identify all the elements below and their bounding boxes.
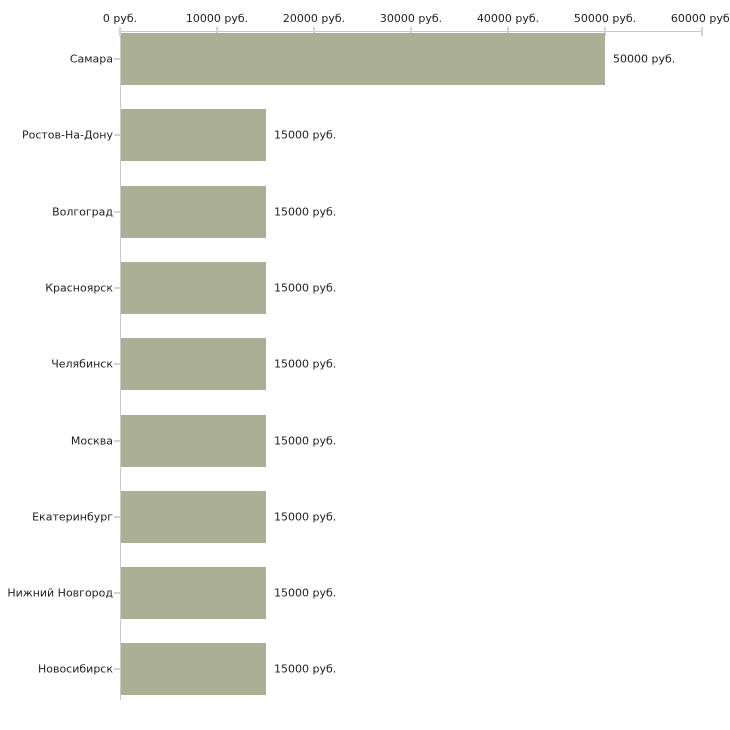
category-label: Самара (69, 52, 113, 66)
x-axis-tick-label: 30000 руб. (379, 12, 443, 25)
value-label: 15000 руб. (274, 434, 337, 447)
value-label: 15000 руб. (274, 205, 337, 219)
x-axis-tick-mark (604, 27, 606, 36)
x-axis-tick-label: 60000 руб. (670, 12, 730, 25)
category-label: Волгоград (52, 205, 113, 219)
x-axis-tick-label: 20000 руб. (282, 12, 346, 25)
value-label: 15000 руб. (274, 128, 337, 142)
category-label: Екатеринбург (32, 510, 113, 524)
bar (121, 414, 266, 467)
y-axis-tick-mark (114, 668, 120, 671)
category-label: Челябинск (51, 357, 113, 371)
y-axis-tick-mark (114, 515, 120, 518)
x-axis-tick-label: 50000 руб. (573, 12, 637, 25)
bar (121, 567, 266, 620)
bar (121, 643, 266, 696)
y-axis-tick-mark (114, 210, 120, 213)
x-axis-tick-label: 40000 руб. (476, 12, 540, 25)
x-axis-tick-mark (119, 27, 121, 36)
bar (121, 261, 266, 314)
x-axis-tick-mark (701, 27, 703, 36)
value-label: 15000 руб. (274, 357, 337, 371)
value-label: 15000 руб. (274, 281, 337, 295)
category-label: Москва (70, 434, 113, 447)
category-label: Новосибирск (37, 662, 113, 676)
x-axis-tick-mark (410, 27, 412, 36)
x-axis-tick-mark (216, 27, 218, 36)
category-label: Нижний Новгород (7, 586, 113, 600)
value-label: 15000 руб. (274, 662, 337, 676)
y-axis-line (120, 31, 121, 700)
x-axis-tick-label: 0 руб. (102, 12, 138, 25)
bar (121, 338, 266, 391)
y-axis-tick-mark (114, 592, 120, 595)
x-axis-tick-mark (507, 27, 509, 36)
y-axis-tick-mark (114, 134, 120, 137)
bar (121, 109, 266, 162)
value-label: 15000 руб. (274, 510, 337, 524)
bar (121, 185, 266, 238)
value-label: 15000 руб. (274, 586, 337, 600)
value-label: 50000 руб. (613, 52, 676, 66)
bar (121, 33, 605, 85)
x-axis-tick-mark (313, 27, 315, 36)
x-axis-tick-label: 10000 руб. (185, 12, 249, 25)
y-axis-tick-mark (114, 286, 120, 289)
category-label: Красноярск (45, 281, 113, 295)
category-label: Ростов-На-Дону (21, 128, 113, 142)
y-axis-tick-mark (114, 58, 120, 60)
y-axis-tick-mark (114, 439, 120, 442)
bar (121, 490, 266, 543)
y-axis-tick-mark (114, 363, 120, 366)
